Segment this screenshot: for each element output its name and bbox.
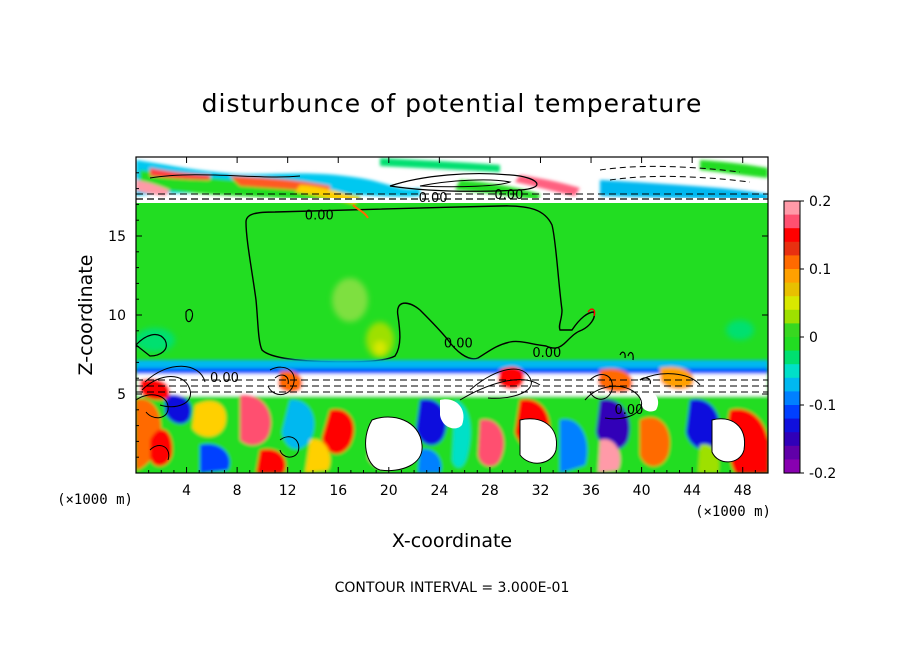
x-tick-label: 4 [182, 483, 191, 499]
colorbar-swatch [784, 432, 800, 447]
x-tick-label: 12 [279, 483, 297, 499]
colorbar-swatch [784, 377, 800, 392]
contour-label: 0.00 [614, 403, 643, 418]
colorbar-swatch [784, 255, 800, 270]
x-tick-label: 40 [633, 483, 651, 499]
contour-label: 0.00 [444, 336, 473, 351]
colorbar [783, 200, 801, 474]
x-tick-label: 44 [683, 483, 701, 499]
x-axis-unit: (×1000 m) [695, 504, 771, 520]
contour-label: 0.00 [419, 191, 448, 206]
colorbar-tick-label: -0.1 [809, 398, 836, 414]
contour-labels: 0.00 0.00 0.00 0.00 0.00 0.00 0.00 [210, 188, 643, 418]
y-tick-label: 10 [108, 308, 126, 324]
mid-region [136, 204, 754, 363]
y-tick-label: 5 [117, 387, 126, 403]
colorbar-swatch [784, 201, 800, 216]
colorbar-swatch [784, 282, 800, 297]
y-axis-title: Z-coordinate [75, 255, 97, 376]
colorbar-swatch [784, 391, 800, 406]
x-tick-label: 8 [233, 483, 242, 499]
colorbar-swatch [784, 364, 800, 379]
y-axis: 5 10 15 [108, 172, 768, 458]
colorbar-swatch [784, 309, 800, 324]
x-tick-label: 36 [582, 483, 600, 499]
colorbar-tick-label: 0.1 [809, 262, 831, 278]
colorbar-tick-label: -0.2 [809, 466, 836, 482]
contour-label: 0.00 [305, 208, 334, 223]
contour-label: 0.00 [494, 188, 523, 203]
colorbar-swatch [784, 418, 800, 433]
lower-band [136, 351, 768, 473]
contour-interval-label: CONTOUR INTERVAL = 3.000E-01 [335, 580, 570, 596]
x-tick-label: 32 [532, 483, 550, 499]
x-tick-label: 24 [430, 483, 448, 499]
contour-label: 0.00 [532, 346, 561, 361]
colorbar-swatch [784, 350, 800, 365]
plot-area [136, 157, 768, 473]
colorbar-swatch [784, 296, 800, 311]
colorbar-ticks: 0.2 0.1 0 -0.1 -0.2 [800, 194, 836, 482]
x-axis-title: X-coordinate [392, 530, 512, 552]
colorbar-swatch [784, 445, 800, 460]
colorbar-swatch [784, 323, 800, 338]
upper-band [136, 157, 768, 205]
contour-label: 0.00 [210, 371, 239, 386]
x-tick-label: 48 [734, 483, 752, 499]
x-axis: 4 8 12 16 20 24 28 32 36 40 44 48 [148, 157, 756, 499]
chart-title: disturbunce of potential temperature [202, 89, 703, 118]
colorbar-swatch [784, 214, 800, 229]
x-tick-label: 28 [481, 483, 499, 499]
y-axis-unit: (×1000 m) [57, 492, 133, 508]
colorbar-swatch [784, 269, 800, 284]
x-tick-label: 20 [380, 483, 398, 499]
colorbar-swatch [784, 405, 800, 420]
colorbar-swatch [784, 337, 800, 352]
y-tick-label: 15 [108, 229, 126, 245]
colorbar-tick-label: 0.2 [809, 194, 831, 210]
colorbar-tick-label: 0 [809, 330, 818, 346]
x-tick-label: 16 [329, 483, 347, 499]
colorbar-swatch [784, 228, 800, 243]
colorbar-swatch [784, 241, 800, 256]
colorbar-swatch [784, 459, 800, 474]
